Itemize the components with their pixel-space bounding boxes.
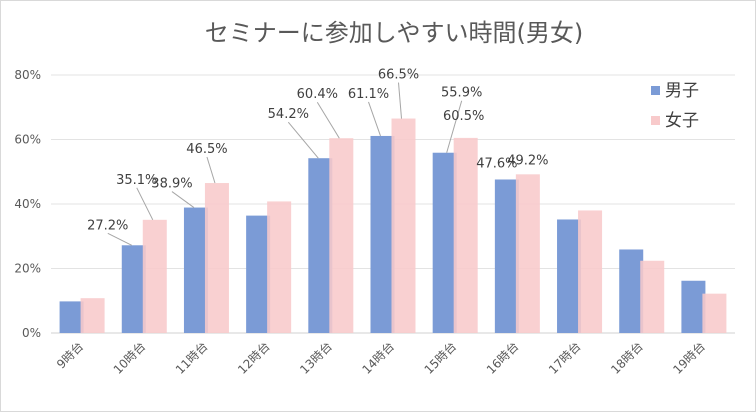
legend-swatch-female [651, 116, 660, 125]
data-label: 27.2% [87, 218, 128, 233]
x-tick-label: 10時台 [110, 339, 148, 377]
bar-female [329, 138, 354, 333]
bar-female [142, 219, 167, 333]
y-tick-label: 40% [14, 197, 41, 211]
leader-line [316, 101, 340, 139]
data-label: 38.9% [151, 177, 192, 192]
x-tick-label: 15時台 [421, 339, 459, 377]
bar-female [204, 183, 229, 333]
bar-male [619, 249, 644, 333]
leader-line [368, 101, 381, 137]
bar-male [681, 280, 706, 333]
legend-label-male: 男子 [665, 81, 699, 101]
legend-swatch-male [651, 86, 660, 95]
x-tick-label: 12時台 [234, 339, 272, 377]
x-tick-label: 17時台 [545, 339, 583, 377]
y-tick-label: 20% [14, 262, 41, 276]
data-label: 35.1% [116, 173, 157, 188]
y-tick-label: 80% [14, 68, 41, 82]
data-label: 49.2% [507, 153, 548, 168]
data-label: 55.9% [441, 86, 482, 101]
bar-female [267, 201, 292, 333]
bar-female [80, 298, 105, 333]
bar-female [515, 174, 540, 333]
bar-female [702, 293, 727, 333]
x-tick-label: 13時台 [297, 339, 335, 377]
y-tick-label: 0% [22, 326, 41, 340]
data-label: 61.1% [348, 87, 389, 102]
data-label: 47.6% [476, 156, 517, 171]
bar-male [59, 301, 84, 333]
bar-male [183, 207, 208, 333]
data-label: 60.4% [297, 87, 338, 102]
legend-label-female: 女子 [665, 111, 699, 131]
chart-title: セミナーに参加しやすい時間(男女) [205, 19, 584, 47]
data-label: 60.5% [443, 109, 484, 124]
leader-line [136, 187, 154, 221]
data-label: 54.2% [268, 107, 309, 122]
x-tick-label: 19時台 [670, 339, 708, 377]
bar-male [370, 135, 395, 333]
y-tick-label: 60% [14, 133, 41, 147]
bar-male [121, 245, 146, 333]
bar-male [308, 158, 333, 333]
leader-line [287, 121, 319, 159]
x-tick-label: 18時台 [607, 339, 645, 377]
data-label: 66.5% [378, 68, 419, 83]
x-tick-label: 16時台 [483, 339, 521, 377]
bar-male [557, 219, 582, 333]
leader-line [398, 82, 402, 119]
bar-female [640, 260, 665, 333]
bar-female [453, 137, 478, 333]
leader-line [446, 100, 463, 153]
bar-female [391, 118, 416, 333]
bar-female [578, 210, 603, 333]
x-tick-label: 14時台 [359, 339, 397, 377]
leader-line [206, 156, 216, 184]
x-tick-label: 9時台 [53, 339, 86, 372]
leader-line [171, 191, 195, 208]
bar-male [246, 215, 271, 333]
x-tick-label: 11時台 [172, 339, 210, 377]
leader-line [107, 232, 132, 246]
data-label: 46.5% [186, 142, 227, 157]
bar-male [494, 179, 519, 333]
bar-male [432, 152, 457, 333]
